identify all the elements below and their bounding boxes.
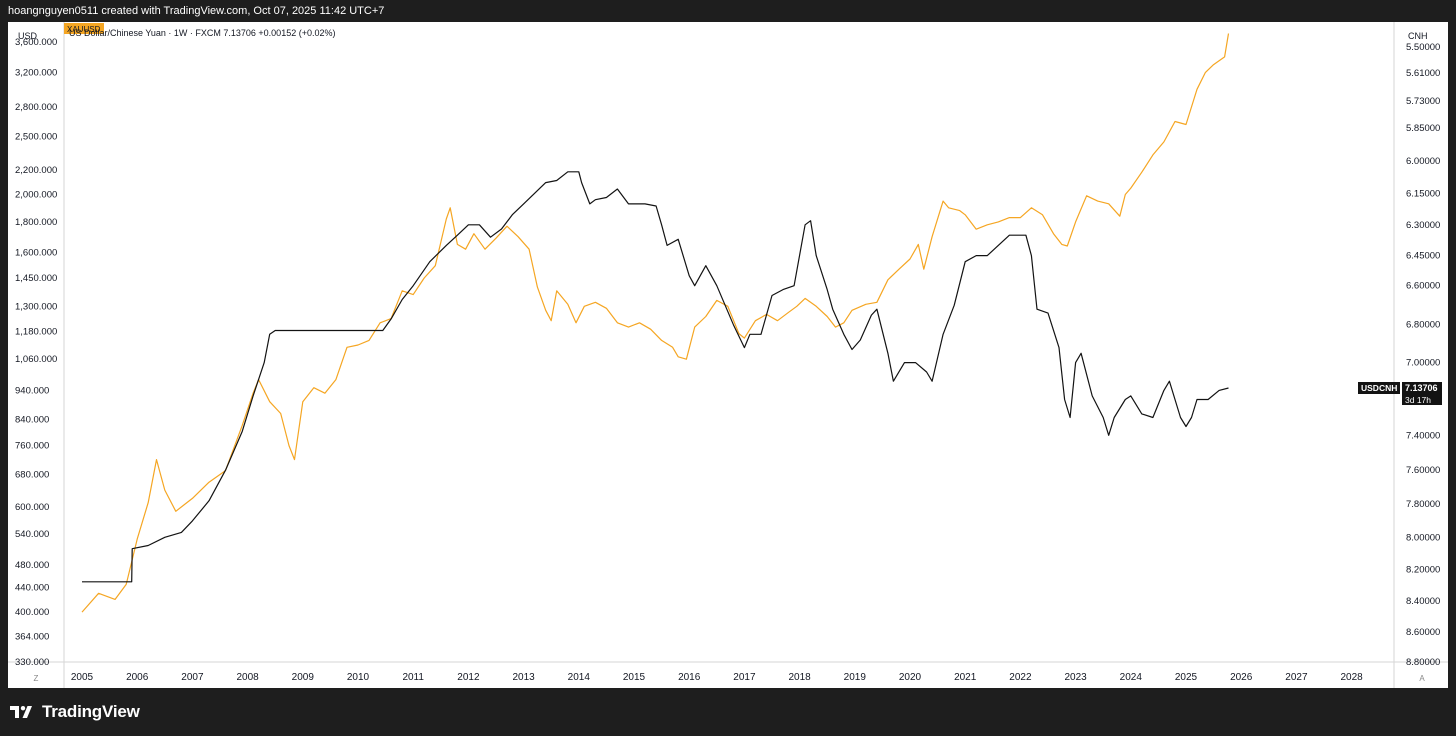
time-axis-tick-label: 2021 <box>954 672 977 683</box>
right-axis-tick-label: 5.73000 <box>1406 96 1440 107</box>
right-axis-tick-label: 5.85000 <box>1406 123 1440 134</box>
left-axis-tick-label: 400.000 <box>15 607 49 618</box>
time-axis-tick-label: 2022 <box>1009 672 1032 683</box>
price-tag-symbol-text: USDCNH <box>1361 383 1397 393</box>
time-axis-tick-label: 2005 <box>71 672 94 683</box>
left-axis-tick-label: 940.000 <box>15 385 49 396</box>
left-axis-currency-label: USD <box>18 31 38 41</box>
series-line-usdcnh <box>82 171 1229 583</box>
right-axis-tick-label: 5.61000 <box>1406 68 1440 79</box>
time-axis-tick-label: 2028 <box>1340 672 1363 683</box>
chart-panel[interactable]: USD 3,600.000 3,200.000 2,800.000 2,500.000 2… <box>8 22 1448 688</box>
price-tag-countdown <box>1402 394 1442 405</box>
corner-left-label: Z <box>34 674 39 683</box>
time-axis-tick-label: 2020 <box>899 672 922 683</box>
time-axis-tick-label: 2007 <box>181 672 204 683</box>
left-axis-tick-label: 1,800.000 <box>15 217 57 228</box>
price-tag-value-text: 7.13706 <box>1405 383 1438 393</box>
time-axis-tick-label: 2025 <box>1175 672 1198 683</box>
left-axis-tick-label: 760.000 <box>15 441 49 452</box>
time-axis-tick-label: 2013 <box>512 672 535 683</box>
price-tag-countdown-text: 3d 17h <box>1405 395 1431 405</box>
left-axis-tick-label: 680.000 <box>15 469 49 480</box>
series-line-xauusd <box>81 33 1230 613</box>
time-axis-tick-label: 2014 <box>568 672 591 683</box>
tradingview-logo[interactable]: TradingView <box>10 702 140 722</box>
top-bar: hoangnguyen0511 created with TradingView… <box>0 0 1456 22</box>
left-axis-tick-label: 1,180.000 <box>15 326 57 337</box>
time-axis-tick-label: 2024 <box>1120 672 1143 683</box>
time-axis-tick-label: 2010 <box>347 672 370 683</box>
time-axis-tick-label: 2008 <box>236 672 259 683</box>
time-axis-tick-label: 2023 <box>1064 672 1087 683</box>
right-axis-tick-label: 8.80000 <box>1406 657 1440 668</box>
left-axis-tick-label: 840.000 <box>15 415 49 426</box>
right-axis-tick-label: 8.60000 <box>1406 627 1440 638</box>
time-axis-tick-label: 2006 <box>126 672 149 683</box>
right-axis-tick-label: 6.45000 <box>1406 251 1440 262</box>
left-axis-tick-label: 2,000.000 <box>15 190 57 201</box>
time-axis-tick-label: 2012 <box>457 672 480 683</box>
left-axis-tick-label: 1,600.000 <box>15 247 57 258</box>
time-axis-tick-label: 2018 <box>788 672 811 683</box>
left-axis-tick-label: 480.000 <box>15 560 49 571</box>
left-axis-tick-label: 1,060.000 <box>15 354 57 365</box>
time-axis-tick-label: 2026 <box>1230 672 1253 683</box>
right-axis-tick-label: 8.00000 <box>1406 532 1440 543</box>
left-axis-tick-label: 1,300.000 <box>15 301 57 312</box>
right-axis-tick-label: 8.20000 <box>1406 565 1440 576</box>
time-axis-tick-label: 2027 <box>1285 672 1308 683</box>
corner-right-label: A <box>1419 674 1425 683</box>
left-axis-tick-label: 1,450.000 <box>15 273 57 284</box>
price-tag-symbol <box>1358 382 1400 394</box>
left-axis-tick-label: 600.000 <box>15 502 49 513</box>
footer: TradingView <box>0 688 1456 736</box>
right-axis-tick-label: 6.60000 <box>1406 281 1440 292</box>
left-axis-tick-label: 2,500.000 <box>15 132 57 143</box>
legend-symbol-tag-text: XAUUSD <box>67 25 101 34</box>
left-axis-tick-label: 3,600.000 <box>15 37 57 48</box>
creator-caption: hoangnguyen0511 created with TradingView… <box>8 5 385 17</box>
legend-title: US Dollar/Chinese Yuan · 1W · FXCM 7.137… <box>69 28 335 38</box>
right-axis-tick-label: 7.80000 <box>1406 499 1440 510</box>
left-axis-tick-label: 540.000 <box>15 529 49 540</box>
right-axis-tick-label: 7.60000 <box>1406 465 1440 476</box>
left-axis-tick-label: 2,200.000 <box>15 165 57 176</box>
right-axis-tick-label: 6.00000 <box>1406 156 1440 167</box>
time-axis-tick-label: 2011 <box>402 672 424 683</box>
time-axis-tick-label: 2009 <box>292 672 315 683</box>
right-axis-tick-label: 7.40000 <box>1406 430 1440 441</box>
left-axis-tick-label: 330.000 <box>15 657 49 668</box>
right-axis-tick-label: 8.40000 <box>1406 596 1440 607</box>
right-axis-tick-label: 7.00000 <box>1406 358 1440 369</box>
left-axis-tick-label: 364.000 <box>15 632 49 643</box>
brand-name: TradingView <box>42 702 140 721</box>
right-axis-tick-label: 6.15000 <box>1406 188 1440 199</box>
time-axis-tick-label: 2019 <box>844 672 867 683</box>
tradingview-logo-icon <box>10 706 32 718</box>
right-axis-tick-label: 6.80000 <box>1406 320 1440 331</box>
left-axis-tick-label: 3,200.000 <box>15 68 57 79</box>
left-axis-tick-label: 2,800.000 <box>15 102 57 113</box>
time-axis-tick-label: 2017 <box>733 672 756 683</box>
right-axis-tick-label: 5.50000 <box>1406 42 1440 53</box>
right-axis-tick-label: 6.30000 <box>1406 220 1440 231</box>
price-tag-value <box>1402 382 1442 394</box>
time-axis-tick-label: 2016 <box>678 672 701 683</box>
legend-symbol-tag <box>64 23 104 34</box>
right-axis-currency-label: CNH <box>1408 31 1428 41</box>
left-axis-tick-label: 440.000 <box>15 582 49 593</box>
time-axis-tick-label: 2015 <box>623 672 646 683</box>
